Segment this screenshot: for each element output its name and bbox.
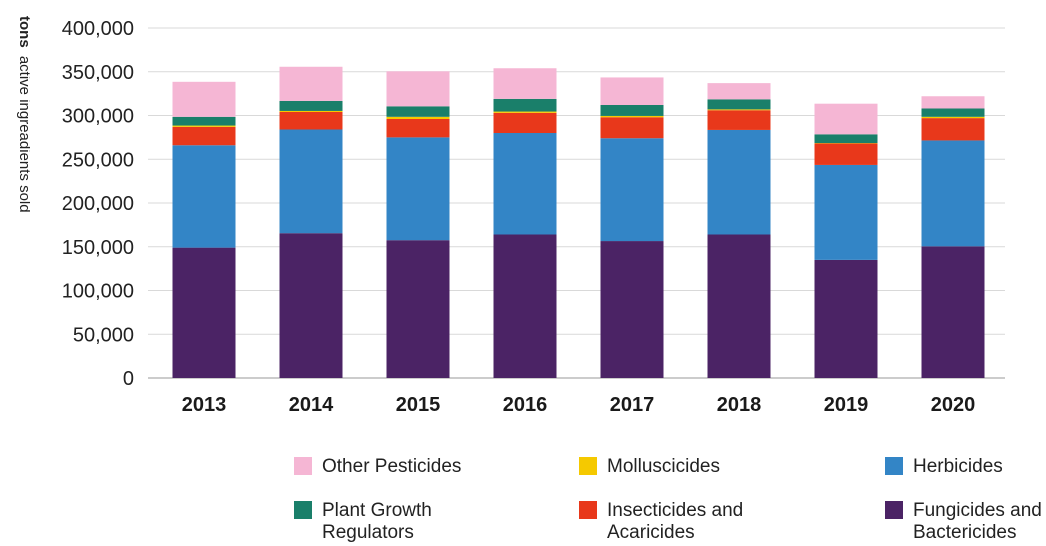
y-tick-label: 200,000	[62, 193, 134, 215]
bar-segment	[386, 71, 450, 107]
x-tick-label: 2015	[396, 394, 441, 416]
bar-segment	[386, 116, 450, 119]
svg-text:tons active ingreadients s: tons active ingreadients sold	[16, 16, 30, 213]
y-axis-title-bold: tons	[16, 16, 30, 48]
bar-segment	[707, 109, 771, 111]
x-tick-label: 2014	[289, 394, 334, 416]
bar-segment	[386, 119, 450, 138]
bar-segment	[814, 134, 878, 144]
bar-segment	[707, 110, 771, 130]
bar-segment	[386, 240, 450, 378]
x-tick-label: 2020	[931, 394, 976, 416]
bar-segment	[279, 100, 343, 111]
y-tick-label: 50,000	[73, 324, 134, 346]
bar-segment	[921, 118, 985, 141]
bar-segment	[921, 116, 985, 119]
bar-segment	[172, 125, 236, 127]
y-tick-label: 0	[123, 368, 134, 390]
bar-segment	[172, 145, 236, 248]
bar-segment	[921, 96, 985, 109]
bar-segment	[386, 106, 450, 117]
y-axis-title: tons active ingreadients sold	[16, 16, 30, 213]
x-axis-tick-labels: 2013 2014 2015 2016 2017 2018 2019 2020	[182, 394, 976, 416]
bar-segment	[921, 108, 985, 117]
bar-segment	[707, 234, 771, 378]
x-tick-label: 2019	[824, 394, 869, 416]
bar-segment	[921, 246, 985, 378]
bar-segment	[493, 68, 557, 99]
bar-segment	[493, 98, 557, 112]
bar-segment	[600, 241, 664, 378]
y-tick-label: 100,000	[62, 281, 134, 303]
y-tick-label: 400,000	[62, 18, 134, 40]
bar-segment	[600, 115, 664, 118]
bar-segment	[172, 126, 236, 146]
y-tick-label: 300,000	[62, 106, 134, 128]
bar-segment	[921, 140, 985, 247]
bar-segment	[707, 99, 771, 110]
bar-segment	[600, 77, 664, 105]
bar-segment	[279, 112, 343, 130]
bar-segment	[707, 129, 771, 235]
bar-segment	[814, 164, 878, 260]
x-tick-label: 2016	[503, 394, 548, 416]
bar-segment	[172, 247, 236, 378]
bar-segment	[600, 117, 664, 139]
y-tick-label: 150,000	[62, 237, 134, 259]
x-tick-label: 2018	[717, 394, 762, 416]
bar-segment	[172, 81, 236, 117]
bar-segment	[814, 259, 878, 378]
bar-segment	[172, 116, 236, 126]
y-axis-title-rest: active ingreadients sold	[16, 56, 30, 213]
bar-segment	[600, 105, 664, 116]
bar-segment	[279, 129, 343, 234]
y-tick-label: 350,000	[62, 62, 134, 84]
bar-segment	[279, 110, 343, 112]
bar-segment	[493, 111, 557, 113]
y-axis-tick-labels: 0 50,000 100,000 150,000 200,000 250,000 300,0…	[62, 18, 134, 390]
bar-segment	[707, 83, 771, 100]
bar-segment	[814, 143, 878, 165]
bar-segment	[386, 137, 450, 241]
x-tick-label: 2013	[182, 394, 227, 416]
bar-segment	[600, 138, 664, 242]
bar-segment	[493, 133, 557, 235]
bar-segment	[493, 112, 557, 133]
x-tick-label: 2017	[610, 394, 655, 416]
bar-segment	[814, 103, 878, 135]
bars	[172, 66, 985, 378]
bar-segment	[279, 233, 343, 378]
y-tick-label: 250,000	[62, 149, 134, 171]
bar-segment	[493, 234, 557, 378]
bar-segment	[279, 66, 343, 101]
